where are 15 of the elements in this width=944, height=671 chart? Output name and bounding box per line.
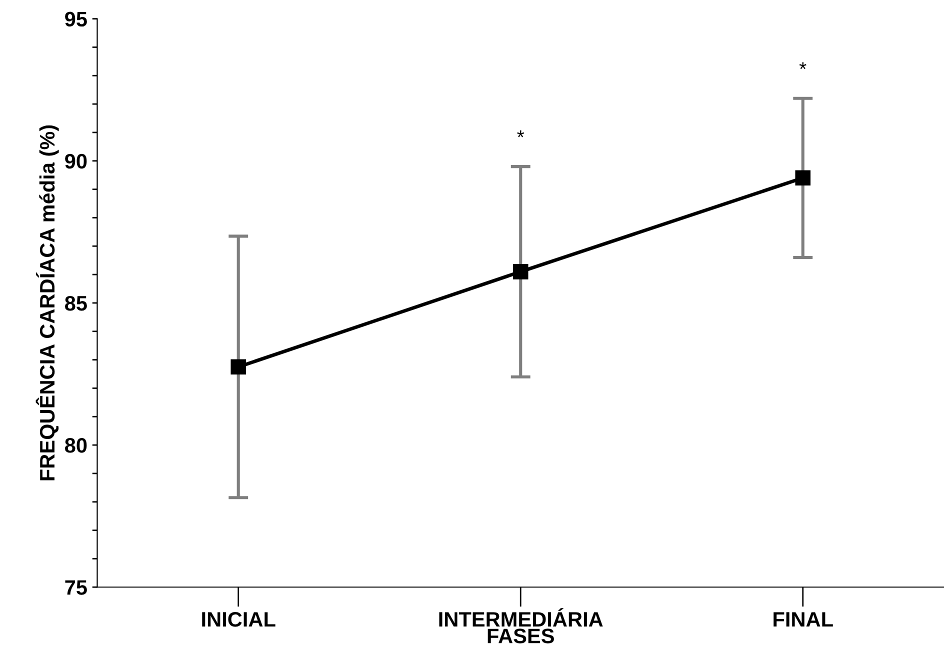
y-tick-label: 90 [65, 154, 87, 169]
annotation: * [799, 62, 806, 70]
x-tick-label: INTERMEDIÁRIA [439, 608, 603, 627]
y-tick-label: 95 [65, 12, 87, 27]
y-tick-label: 75 [65, 580, 87, 595]
x-axis-title: FASES [488, 628, 554, 644]
point [230, 359, 246, 375]
y-tick-label: 80 [65, 438, 87, 453]
point [795, 170, 811, 186]
annotation: * [517, 130, 524, 138]
point [512, 264, 528, 280]
x-tick-label: INICIAL [202, 612, 276, 627]
y-axis-title: FREQUÊNCIA CARDÍACA média (%) [36, 125, 59, 480]
x-tick-label: FINAL [774, 612, 833, 627]
y-tick-label: 85 [65, 296, 87, 311]
